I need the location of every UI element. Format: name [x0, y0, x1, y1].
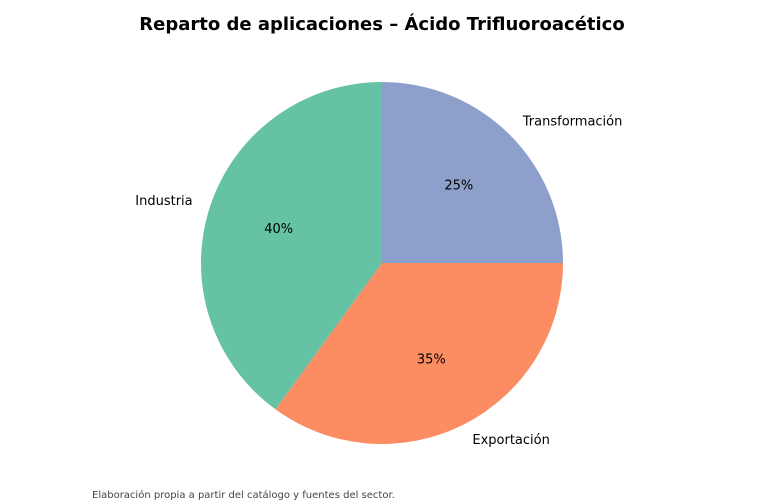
category-label: Exportación: [472, 433, 549, 448]
pie-slice: [275, 263, 563, 445]
value-label: 35%: [417, 352, 446, 367]
footnote: Elaboración propia a partir del catálogo…: [92, 489, 395, 501]
category-label: Transformación: [522, 115, 623, 130]
chart-title: Reparto de aplicaciones – Ácido Trifluor…: [139, 13, 624, 35]
pie-slice: [382, 82, 563, 263]
value-label: 40%: [264, 222, 293, 237]
pie-slice: [201, 82, 382, 410]
category-label: Industria: [135, 194, 192, 209]
value-label: 25%: [444, 179, 473, 194]
